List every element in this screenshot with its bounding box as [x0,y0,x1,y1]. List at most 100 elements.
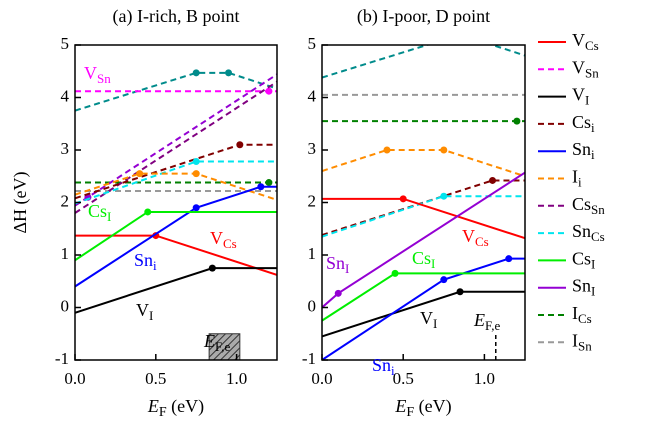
annotation: VCs [462,226,489,249]
annotation-base: Sn [372,355,391,375]
annotation-base: V [462,226,475,246]
transition-point [505,255,513,263]
annotation-sub: Cs [223,236,237,251]
y-tick-label: 1 [61,244,70,263]
transition-point [208,264,216,272]
annotation-base: V [420,308,433,328]
annotation-sub: F,e [215,339,230,354]
legend-sub: Cs [585,38,599,53]
annotation-sub: F,e [485,318,500,333]
legend-label: ISn [572,330,592,353]
defect-line [75,185,277,288]
defect-line [322,171,525,309]
defect-line [322,45,525,79]
legend-name: Sn [572,221,591,241]
legend-label: Csi [572,112,595,135]
legend-sub: I [591,256,595,271]
annotation: VSn [84,63,111,86]
legend-sub: Sn [585,65,599,80]
annotation: EF,e [473,310,500,333]
legend-sub: i [591,120,595,135]
defect-line [75,73,277,207]
annotation-sub: I [345,261,349,276]
transition-point [257,183,265,191]
defect-line [322,195,525,238]
transition-point [440,192,448,200]
transition-point [136,170,144,178]
x-tick-label: 1.0 [474,369,495,388]
annotation: Sni [134,250,157,273]
x-label-sub: F [406,405,414,420]
annotation: SnI [326,253,349,276]
y-tick-label: 2 [61,191,70,210]
legend-name: V [572,85,585,105]
legend-label: VCs [572,30,599,53]
legend-name: Cs [572,249,591,269]
legend-sub: i [578,174,582,189]
defect-line [322,257,525,360]
transition-point [192,170,200,178]
transition-point [383,146,391,154]
y-tick-label: 0 [61,296,70,315]
defect-line [75,160,277,205]
annotation-base: Sn [326,253,345,273]
y-tick-label: 0 [308,296,317,315]
legend-sub: I [591,284,595,299]
annotation-base: E [203,331,215,351]
legend-label: ICs [572,303,592,326]
annotation: CsI [412,248,435,271]
legend-name: I [572,303,578,323]
transition-point [513,117,521,125]
transition-point [440,276,448,284]
transition-point [489,176,497,184]
legend-name: Cs [572,194,591,214]
annotation-base: E [473,310,485,330]
x-label-sub: F [159,405,167,420]
annotation: VCs [210,228,237,251]
defect-line [75,172,277,201]
annotation-sub: I [149,308,153,323]
legend-label: Sni [572,139,595,162]
annotation: VI [136,300,153,323]
transition-point [265,179,273,187]
panel-title: (b) I-poor, D point [357,6,490,27]
y-tick-label: -1 [55,349,69,368]
y-axis-label: ΔH (eV) [10,171,31,233]
y-tick-label: 2 [308,191,317,210]
x-axis-label: EF (eV) [147,396,204,420]
annotation-sub: i [153,258,157,273]
annotation: Sni [372,355,395,378]
annotation-sub: i [391,363,395,378]
y-tick-label: 5 [61,34,70,53]
legend-name: V [572,57,585,77]
annotation-base: V [84,63,97,83]
plot-area [322,45,525,360]
efe-region [208,333,241,361]
y-tick-label: 1 [308,244,317,263]
legend-label: VI [572,85,589,108]
legend-name: Sn [572,139,591,159]
legend-label: SnI [572,276,595,299]
legend-label: VSn [572,57,599,80]
y-tick-label: 4 [308,86,317,105]
annotation-sub: Sn [97,71,111,86]
x-tick-label: 0.5 [145,369,166,388]
annotation-sub: Cs [475,234,489,249]
annotation: VI [420,308,437,331]
x-tick-label: 1.0 [226,369,247,388]
y-tick-label: -1 [302,349,316,368]
x-label-base: E [394,396,406,416]
legend-name: I [572,167,578,187]
annotation-base: V [136,300,149,320]
x-label-unit: (eV) [414,396,451,417]
legend-sub: I [585,93,589,108]
transition-point [399,195,407,203]
legend-sub: i [591,147,595,162]
defect-line [322,149,525,178]
transition-point [192,69,200,77]
transition-point [440,146,448,154]
x-label-base: E [147,396,159,416]
y-tick-label: 4 [61,86,70,105]
y-tick-label: 3 [61,139,70,158]
